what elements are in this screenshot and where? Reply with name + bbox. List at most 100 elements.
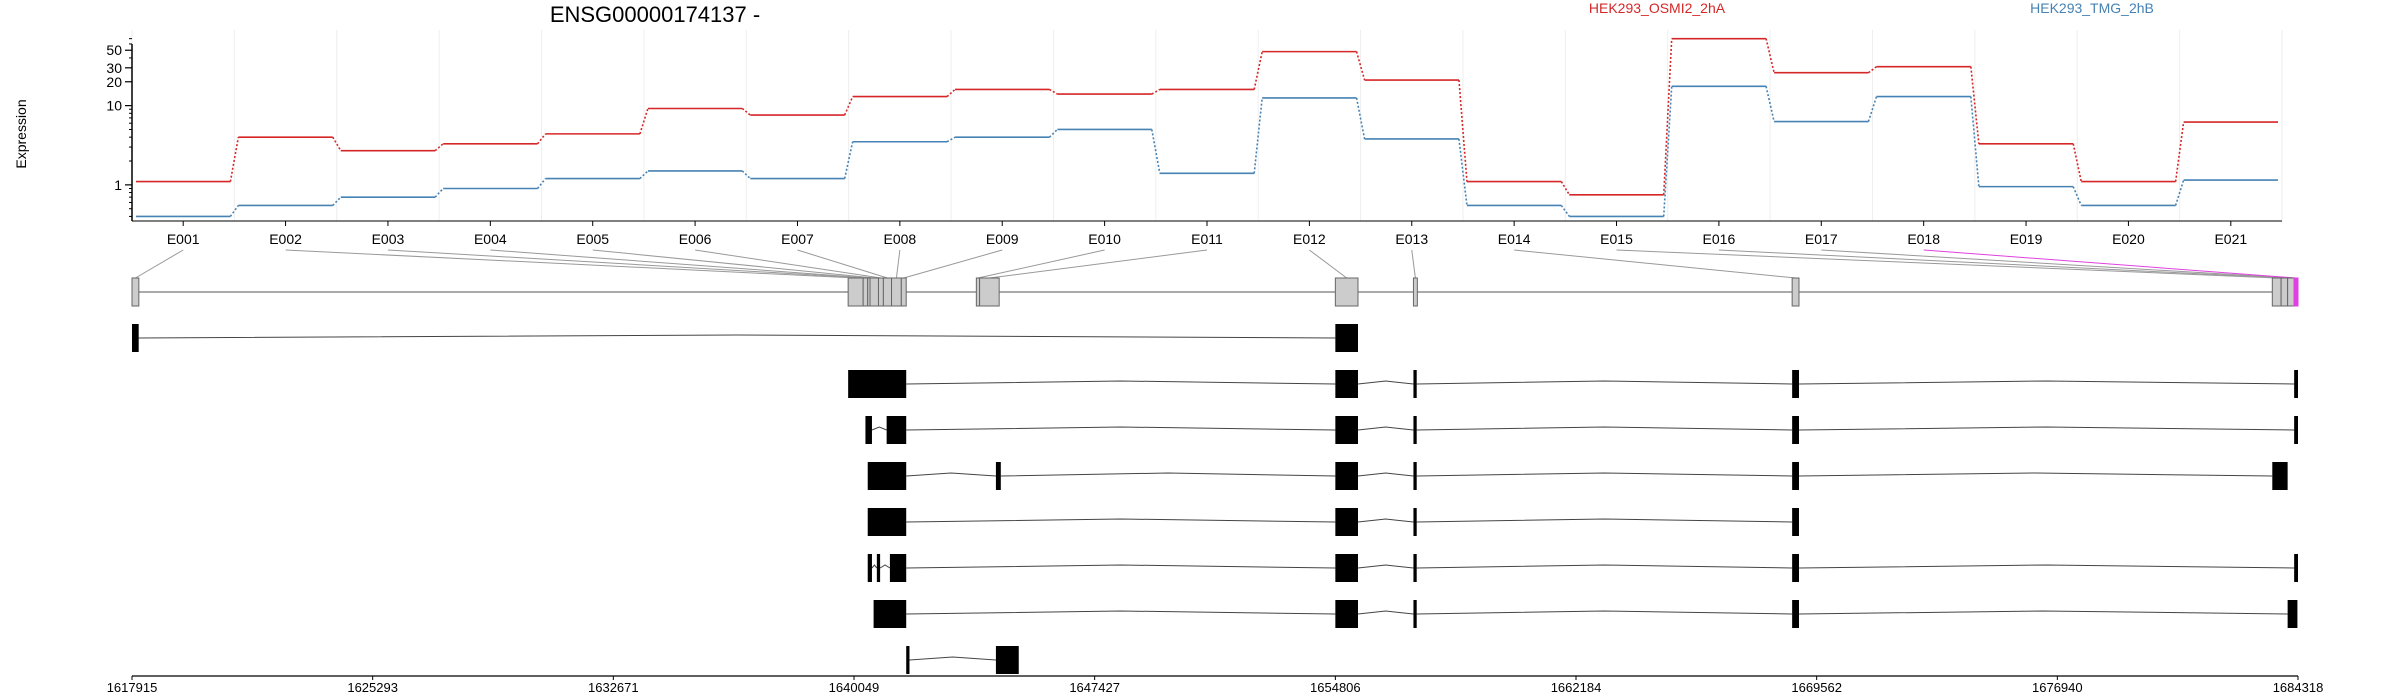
x-tick-label: E001 — [167, 231, 200, 247]
transcript-intron — [906, 426, 1336, 431]
gene-exon-bin — [979, 277, 1000, 307]
x-tick-label: E014 — [1498, 231, 1531, 247]
exon-bin-connector — [989, 249, 1208, 279]
y-tick-label: 50 — [106, 42, 122, 58]
gene-exon-bin — [2280, 277, 2289, 307]
transcript-intron — [1416, 426, 1793, 431]
transcript-exon — [1792, 554, 1799, 582]
transcript-exon — [2294, 554, 2298, 582]
y-tick-label: 20 — [106, 74, 122, 90]
transcript-intron — [871, 426, 887, 431]
series-1-transition — [332, 196, 342, 206]
y-tick-label: 10 — [106, 98, 122, 114]
transcript-exon — [1335, 462, 1358, 490]
series-1-transition — [1151, 129, 1161, 174]
series-0-transition — [1970, 66, 1980, 144]
transcript-intron — [1357, 426, 1414, 431]
exon-bin-connector — [387, 249, 866, 279]
genomic-tick-label: 1676940 — [2032, 680, 2083, 695]
exon-bin-connector — [1616, 249, 2277, 279]
gene-exon-bin — [1334, 277, 1359, 307]
series-0-transition — [229, 137, 240, 182]
series-1-transition — [1867, 96, 1878, 122]
transcript-intron — [1357, 380, 1414, 385]
gene-exon-bin — [2293, 277, 2299, 307]
transcript-exon — [1413, 508, 1417, 536]
gene-exon-bin — [131, 277, 140, 307]
transcript-exon — [867, 508, 907, 536]
transcript-exon — [1792, 508, 1799, 536]
transcript-exon — [906, 646, 910, 674]
transcript-exon — [1792, 370, 1799, 398]
transcript-exon — [995, 646, 1019, 674]
x-tick-label: E016 — [1703, 231, 1736, 247]
transcript-exon — [889, 554, 907, 582]
series-0-transition — [1355, 51, 1366, 81]
transcript-models — [132, 324, 2298, 674]
gene-exon-bin — [877, 277, 884, 307]
transcript-exon — [1792, 416, 1799, 444]
gene-exon-bin — [891, 277, 902, 307]
exon-bin-connector — [1821, 249, 2291, 279]
transcript-exon — [1413, 370, 1417, 398]
x-tick-label: E008 — [884, 231, 917, 247]
transcript-exon — [1413, 600, 1417, 628]
gridlines — [131, 30, 2283, 221]
gene-exon-bin — [862, 277, 869, 307]
x-tick-label: E003 — [372, 231, 405, 247]
series-lines — [136, 37, 2278, 218]
exon-bin-connector — [1718, 249, 2285, 279]
exon-bin-connector — [797, 249, 888, 279]
series-0-transition — [1458, 80, 1468, 182]
transcript-exon — [1413, 416, 1417, 444]
transcript-intron — [1798, 610, 2288, 615]
transcript-intron — [1416, 380, 1793, 385]
genomic-tick-label: 1684318 — [2273, 680, 2324, 695]
exon-bin-connector — [1411, 249, 1416, 279]
series-0-transition — [332, 136, 342, 152]
series-1-transition — [639, 170, 649, 180]
series-1-transition — [1048, 128, 1058, 138]
series-1-transition — [2072, 186, 2082, 206]
genomic-tick-label: 1640049 — [829, 680, 880, 695]
transcript-intron — [1798, 564, 2295, 569]
exon-bin-connector — [1514, 249, 1796, 279]
transcript-intron — [1416, 610, 1793, 615]
series-0-transition — [2072, 143, 2083, 182]
exon-bin-connector — [695, 249, 882, 279]
x-tick-label: E005 — [576, 231, 609, 247]
exon-bin-connector — [285, 249, 856, 279]
gene-exon-bin — [1412, 277, 1418, 307]
x-tick-label: E012 — [1293, 231, 1326, 247]
transcript-exon — [2272, 462, 2288, 490]
transcript-exon — [1335, 508, 1358, 536]
chart-title: ENSG00000174137 - — [550, 2, 760, 27]
transcript-intron — [871, 564, 878, 569]
series-0-transition — [1560, 181, 1571, 196]
x-tick-label: E009 — [986, 231, 1019, 247]
x-tick-label: E013 — [1395, 231, 1428, 247]
series-0-transition — [946, 88, 956, 98]
series-0-transition — [1765, 38, 1775, 73]
transcript-intron — [1357, 518, 1414, 523]
transcript-intron — [1798, 472, 2273, 477]
transcript-intron — [1798, 426, 2295, 431]
transcript-exon — [865, 416, 872, 444]
x-tick-label: E015 — [1600, 231, 1633, 247]
transcript-exon — [1335, 370, 1358, 398]
x-tick-label: E006 — [679, 231, 712, 247]
series-1-transition — [434, 187, 444, 198]
transcript-exon — [867, 462, 907, 490]
exon-bin-connector — [977, 249, 1105, 279]
transcript-exon — [2287, 600, 2298, 628]
series-1-transition — [1458, 138, 1468, 206]
series-1-transition — [946, 136, 956, 143]
gene-exon-bin — [847, 277, 864, 307]
transcript-exon — [1335, 600, 1358, 628]
exon-bin-connector — [895, 249, 901, 279]
legend-entry-1: HEK293_TMG_2hB — [2030, 0, 2154, 16]
series-1-transition — [1662, 86, 1673, 217]
series-0-transition — [843, 96, 854, 116]
transcript-intron — [1416, 472, 1793, 477]
